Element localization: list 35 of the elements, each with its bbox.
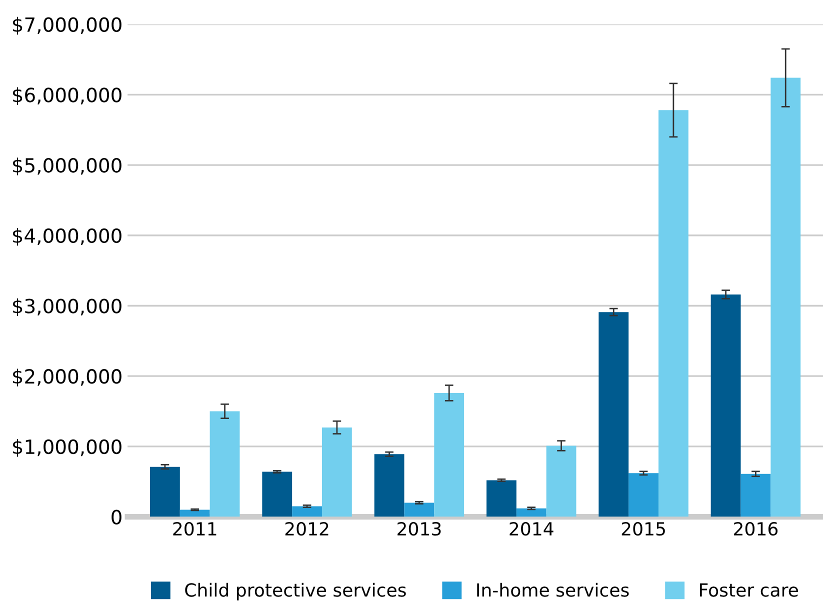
bar — [180, 510, 210, 517]
bar — [770, 78, 801, 517]
bar — [546, 446, 576, 517]
bar — [628, 473, 658, 517]
x-tick-label: 2014 — [510, 522, 554, 536]
bar — [710, 294, 741, 517]
bar — [598, 312, 629, 517]
bar — [658, 110, 688, 517]
y-tick-label: $5,000,000 — [12, 158, 122, 176]
y-tick-label: $1,000,000 — [12, 439, 122, 457]
bar — [322, 427, 352, 517]
x-tick-label: 2013 — [398, 522, 441, 536]
y-tick-label: $4,000,000 — [12, 228, 122, 246]
legend-label: Foster care — [700, 583, 798, 597]
bar — [210, 411, 240, 517]
bar — [516, 508, 546, 517]
bar — [434, 392, 464, 517]
x-tick-label: 2011 — [173, 522, 216, 536]
legend-label: Child protective services — [185, 582, 406, 600]
y-tick-label: $6,000,000 — [12, 87, 122, 105]
bar — [374, 454, 404, 517]
bar — [486, 480, 516, 517]
bar — [262, 472, 292, 517]
y-tick-label: $2,000,000 — [12, 368, 122, 386]
legend-label: In-home services — [477, 582, 629, 597]
x-tick-label: 2016 — [734, 522, 778, 536]
y-tick-label: 0 — [112, 510, 122, 524]
bar — [150, 466, 180, 517]
y-tick-label: $7,000,000 — [12, 16, 122, 35]
y-tick-label: $3,000,000 — [12, 298, 122, 316]
x-tick-label: 2012 — [285, 522, 328, 536]
bar — [740, 474, 771, 517]
bar — [292, 506, 322, 517]
x-tick-label: 2015 — [622, 522, 665, 536]
bar — [404, 502, 434, 517]
